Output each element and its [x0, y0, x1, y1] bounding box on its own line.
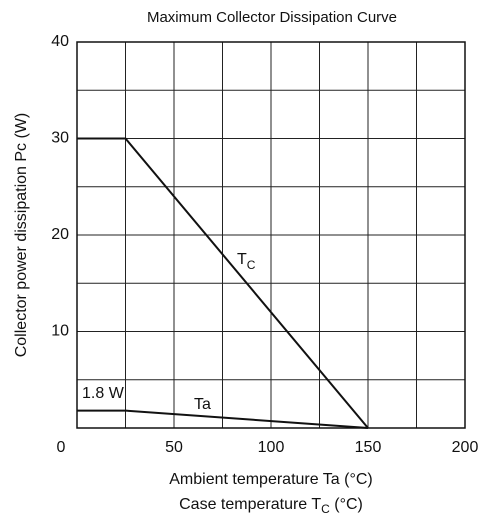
series-label-text: T	[237, 251, 247, 268]
series-label: TC	[237, 251, 256, 272]
series-label-sub: C	[247, 258, 256, 272]
series-label: Ta	[194, 396, 211, 413]
x-tick-label: 200	[452, 439, 479, 456]
y-tick-label: 20	[51, 226, 69, 243]
y-axis-label: Collector power dissipation Pc (W)	[13, 113, 30, 358]
x-axis-label-text: Case temperature T	[179, 496, 321, 513]
series-line	[77, 137, 369, 429]
x-tick-label: 0	[57, 439, 66, 456]
x-axis-label-after: (°C)	[330, 496, 363, 513]
x-axis-label: Case temperature TC (°C)	[179, 496, 363, 516]
x-tick-label: 50	[165, 439, 183, 456]
plot-frame	[76, 41, 466, 429]
y-tick-label: 30	[51, 130, 69, 147]
x-axis-label-sub: C	[321, 502, 330, 516]
x-tick-label: 150	[355, 439, 382, 456]
annotation: 1.8 W	[82, 385, 125, 402]
chart-title: Maximum Collector Dissipation Curve	[147, 9, 397, 26]
y-tick-label: 40	[51, 33, 69, 50]
series-line	[77, 409, 369, 429]
x-tick-label: 100	[258, 439, 285, 456]
y-tick-label: 10	[51, 323, 69, 340]
x-axis-label: Ambient temperature Ta (°C)	[169, 471, 373, 488]
